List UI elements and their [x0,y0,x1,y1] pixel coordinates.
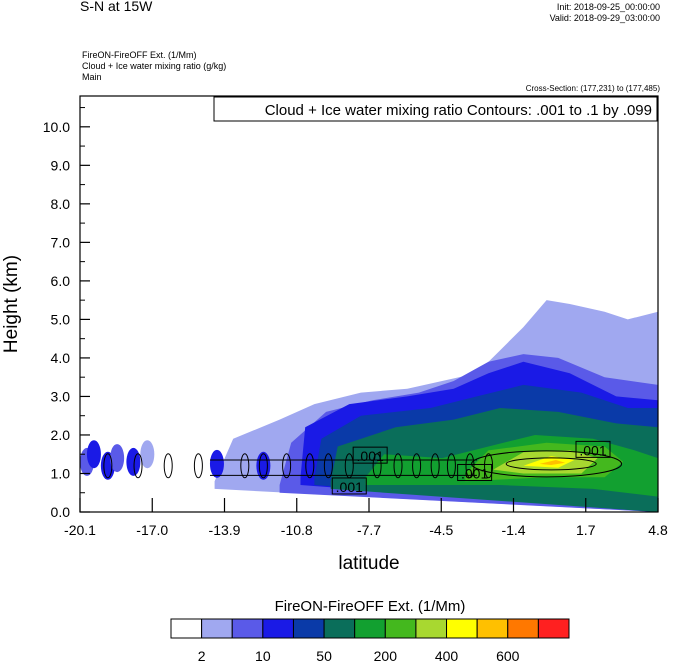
colorbar-swatch [446,618,478,639]
y-tick-label: 5.0 [51,311,71,327]
colorbar-swatch [231,618,264,639]
contour-band [209,459,477,476]
contour-info-box: Cloud + Ice water mixing ratio Contours:… [213,96,658,122]
contour-label: .001 [336,479,363,495]
y-tick-label: 3.0 [51,388,71,404]
init-time: Init: 2018-09-25_00:00:00 [556,2,660,12]
extinction-cell [209,449,224,478]
contour-cell [258,453,268,479]
contour-lines [103,450,623,479]
colorbar-swatch [537,618,570,639]
field-title-cloud: Cloud + Ice water mixing ratio (g/kg) [82,61,227,71]
x-tick-label: -7.7 [357,522,381,538]
contour-cell [305,453,315,479]
y-tick-label: 10.0 [43,119,70,135]
colorbar-tick-labels: 2 10 50 200 400 600 [198,648,520,664]
contour-info-text: Cloud + Ice water mixing ratio Contours:… [265,102,652,119]
y-axis: 0.0 1.0 2.0 3.0 4.0 5.0 6.0 7.0 8.0 9.0 10.0 [43,107,90,520]
colorbar-tick-label: 600 [496,648,520,664]
shaded-layers [80,300,658,512]
extinction-cell [140,440,155,469]
contour-label-box [331,477,367,495]
y-tick-label: 7.0 [51,234,71,250]
colorbar-swatch [476,618,509,639]
x-tick-label: 4.8 [648,522,668,538]
y-tick-label: 2.0 [51,427,71,443]
field-title-main: Main [82,72,102,82]
contour-cell [163,453,173,479]
plot-title: S-N at 15W [80,0,153,14]
contour-cell [484,453,494,479]
y-tick-label: 0.0 [51,504,71,520]
contour-label-box [575,440,611,458]
colorbar-swatch [354,618,386,639]
contour-cell [103,453,113,479]
extinction-layer-10 [539,460,566,465]
contour-label-box [457,463,493,481]
x-tick-label: -4.5 [429,522,453,538]
contour-cell [240,453,250,479]
valid-time: Valid: 2018-09-29_03:00:00 [549,13,660,23]
contour-label: .001 [579,442,606,458]
x-tick-label: -1.4 [501,522,525,538]
contour-labels: .001 .001 .001 .001 [331,440,611,495]
y-axis-label: Height (km) [1,255,22,353]
contour-main [471,450,623,478]
colorbar-tick-label: 50 [316,648,332,664]
extinction-cell [110,444,125,473]
contour-cell [323,453,333,479]
colorbar [170,618,570,639]
x-tick-label: -17.0 [136,522,168,538]
y-tick-label: 8.0 [51,196,71,212]
contour-label: .001 [357,448,384,464]
y-tick-label: 4.0 [51,350,71,366]
y-tick-label: 6.0 [51,273,71,289]
contour-cell [193,453,203,479]
contour-label: .001 [461,465,488,481]
x-tick-label: -10.8 [281,522,313,538]
contour-inner [505,457,597,471]
extinction-cell [126,447,141,476]
colorbar-swatch [384,618,417,639]
colorbar-tick-label: 10 [255,648,271,664]
colorbar-swatch [262,618,294,639]
contour-cell [372,453,382,479]
colorbar-tick-label: 200 [374,648,398,664]
x-tick-label: -20.1 [64,522,96,538]
colorbar-swatch [507,618,539,639]
colorbar-title: FireON-FireOFF Ext. (1/Mm) [275,598,466,615]
x-tick-label: -13.9 [209,522,241,538]
cross-section-label: Cross-Section: (177,231) to (177,485) [525,84,660,93]
y-tick-label: 9.0 [51,157,71,173]
colorbar-swatch [201,618,233,639]
x-tick-label: 1.7 [576,522,596,538]
field-title-extinction: FireON-FireOFF Ext. (1/Mm) [82,50,197,60]
x-axis: -20.1 -17.0 -13.9 -10.8 -7.7 -4.5 -1.4 1.7 4.8 [64,498,668,538]
x-axis-label: latitude [338,553,399,574]
contour-cell [430,453,440,479]
contour-cell [412,453,422,479]
contour-cell [282,453,292,479]
extinction-cell [86,440,101,469]
contour-label-box [352,446,388,464]
colorbar-swatch [415,618,448,639]
y-tick-label: 1.0 [51,465,71,481]
colorbar-tick-label: 2 [198,648,206,664]
contour-cell [465,453,475,479]
contour-cell [133,453,143,479]
contour-cell [393,453,403,479]
colorbar-swatch [292,618,325,639]
contour-cell [446,453,456,479]
colorbar-tick-label: 400 [435,648,459,664]
colorbar-swatch [323,618,356,639]
colorbar-swatch [170,618,203,639]
